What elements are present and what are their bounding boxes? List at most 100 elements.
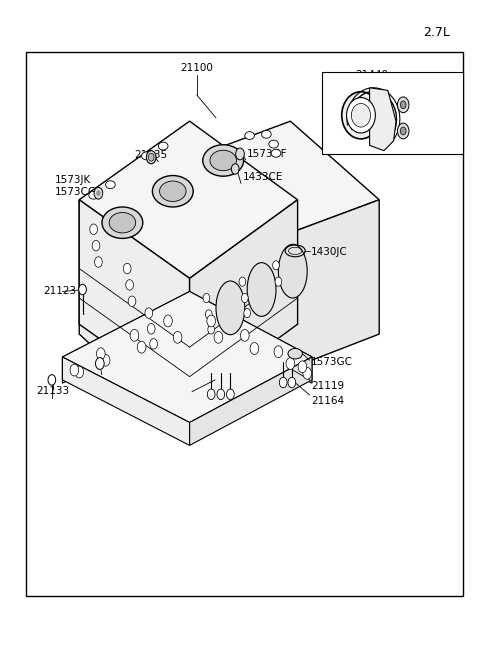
Circle shape xyxy=(279,377,287,388)
Circle shape xyxy=(101,354,110,366)
Bar xyxy=(322,72,463,154)
Ellipse shape xyxy=(342,92,380,139)
Circle shape xyxy=(217,389,225,400)
Circle shape xyxy=(239,277,246,286)
Circle shape xyxy=(236,148,244,160)
Ellipse shape xyxy=(351,103,371,127)
Text: 21100: 21100 xyxy=(180,64,213,73)
Circle shape xyxy=(214,331,223,343)
Text: 1573GC: 1573GC xyxy=(311,356,353,367)
Text: 21443: 21443 xyxy=(323,90,356,100)
Ellipse shape xyxy=(269,140,278,148)
Polygon shape xyxy=(62,357,190,445)
Ellipse shape xyxy=(159,181,186,202)
Ellipse shape xyxy=(245,132,254,140)
Circle shape xyxy=(75,366,84,378)
Circle shape xyxy=(400,101,406,109)
Circle shape xyxy=(244,309,251,318)
Text: 2.7L: 2.7L xyxy=(423,26,450,39)
Polygon shape xyxy=(62,291,190,383)
Ellipse shape xyxy=(278,244,307,298)
Circle shape xyxy=(207,389,215,400)
Text: 21164: 21164 xyxy=(311,396,344,406)
Polygon shape xyxy=(190,200,298,403)
Polygon shape xyxy=(79,121,298,278)
Text: 22124A: 22124A xyxy=(103,364,144,373)
Circle shape xyxy=(137,341,146,353)
Text: 21114: 21114 xyxy=(166,393,199,403)
Circle shape xyxy=(275,277,282,286)
Ellipse shape xyxy=(347,98,375,133)
Circle shape xyxy=(303,367,312,379)
Ellipse shape xyxy=(102,207,143,238)
Text: 1433CE: 1433CE xyxy=(242,172,283,182)
Circle shape xyxy=(207,315,216,327)
Ellipse shape xyxy=(247,263,276,316)
Ellipse shape xyxy=(109,212,136,233)
Text: 21135: 21135 xyxy=(134,151,168,160)
Circle shape xyxy=(298,361,307,373)
Circle shape xyxy=(126,280,133,290)
Circle shape xyxy=(123,263,131,274)
Circle shape xyxy=(203,293,210,303)
Text: 21133: 21133 xyxy=(36,386,69,396)
Circle shape xyxy=(48,375,56,385)
Text: 1573GF: 1573GF xyxy=(247,149,288,159)
Ellipse shape xyxy=(210,150,237,171)
Circle shape xyxy=(94,187,103,199)
Ellipse shape xyxy=(203,145,244,176)
Circle shape xyxy=(208,325,215,334)
Circle shape xyxy=(400,127,406,135)
Polygon shape xyxy=(168,200,379,416)
Circle shape xyxy=(96,191,100,196)
Circle shape xyxy=(273,261,279,270)
Circle shape xyxy=(148,153,154,161)
Circle shape xyxy=(130,329,139,341)
Circle shape xyxy=(90,224,97,234)
Text: 21440: 21440 xyxy=(356,70,388,80)
Circle shape xyxy=(92,240,100,251)
Ellipse shape xyxy=(216,281,245,335)
Circle shape xyxy=(96,358,104,369)
Circle shape xyxy=(397,97,409,113)
Circle shape xyxy=(150,339,157,349)
Polygon shape xyxy=(79,121,379,278)
Polygon shape xyxy=(79,200,168,416)
Circle shape xyxy=(96,348,105,360)
Text: 1573JK
1573CG: 1573JK 1573CG xyxy=(55,175,97,196)
Circle shape xyxy=(128,296,136,307)
Circle shape xyxy=(205,310,212,319)
Polygon shape xyxy=(190,357,312,445)
Ellipse shape xyxy=(106,181,115,189)
Circle shape xyxy=(241,293,248,303)
Circle shape xyxy=(250,343,259,354)
Ellipse shape xyxy=(271,149,281,157)
Circle shape xyxy=(286,358,295,369)
Ellipse shape xyxy=(142,152,151,160)
Circle shape xyxy=(147,324,155,334)
Circle shape xyxy=(145,308,153,318)
Circle shape xyxy=(79,284,86,295)
Circle shape xyxy=(95,257,102,267)
Text: 11403C
1140EN: 11403C 1140EN xyxy=(424,80,464,102)
Circle shape xyxy=(274,346,283,358)
Circle shape xyxy=(173,331,182,343)
Bar xyxy=(26,52,463,596)
Ellipse shape xyxy=(262,130,271,138)
Ellipse shape xyxy=(89,191,98,199)
Text: 21123: 21123 xyxy=(43,286,76,296)
Circle shape xyxy=(288,377,296,388)
Circle shape xyxy=(70,364,79,376)
Ellipse shape xyxy=(158,142,168,150)
Ellipse shape xyxy=(152,176,193,207)
Text: 21119: 21119 xyxy=(311,381,344,391)
Circle shape xyxy=(397,123,409,139)
Polygon shape xyxy=(190,291,312,383)
Ellipse shape xyxy=(288,348,302,359)
Polygon shape xyxy=(62,291,312,422)
Polygon shape xyxy=(79,200,190,403)
Circle shape xyxy=(164,315,172,327)
Circle shape xyxy=(227,389,234,400)
Circle shape xyxy=(146,151,156,164)
Text: 1430JC: 1430JC xyxy=(311,247,348,257)
